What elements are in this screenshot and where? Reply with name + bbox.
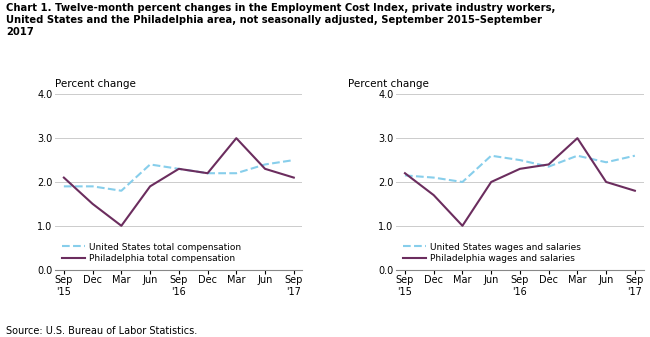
United States wages and salaries [401, 173, 409, 177]
Philadelphia total compensation [88, 202, 96, 206]
Line: Philadelphia wages and salaries: Philadelphia wages and salaries [405, 138, 635, 226]
Philadelphia wages and salaries [573, 136, 581, 140]
Text: Chart 1. Twelve-month percent changes in the Employment Cost Index, private indu: Chart 1. Twelve-month percent changes in… [6, 3, 556, 37]
United States total compensation [175, 167, 183, 171]
Philadelphia total compensation [233, 136, 240, 140]
Philadelphia wages and salaries [458, 224, 466, 228]
Philadelphia wages and salaries [631, 189, 639, 193]
United States total compensation [118, 189, 125, 193]
United States total compensation [146, 162, 154, 166]
Philadelphia total compensation [203, 171, 211, 175]
Line: United States wages and salaries: United States wages and salaries [405, 156, 635, 182]
Philadelphia total compensation [118, 224, 125, 228]
United States wages and salaries [573, 154, 581, 158]
Philadelphia total compensation [146, 184, 154, 188]
United States wages and salaries [516, 158, 524, 162]
Philadelphia wages and salaries [545, 162, 552, 166]
Legend: United States wages and salaries, Philadelphia wages and salaries: United States wages and salaries, Philad… [403, 243, 581, 263]
Philadelphia wages and salaries [516, 167, 524, 171]
United States wages and salaries [488, 154, 495, 158]
United States wages and salaries [631, 154, 639, 158]
Text: Percent change: Percent change [348, 79, 428, 89]
Philadelphia wages and salaries [488, 180, 495, 184]
United States wages and salaries [430, 176, 437, 180]
United States wages and salaries [545, 164, 552, 168]
Text: Percent change: Percent change [55, 79, 136, 89]
Philadelphia wages and salaries [430, 193, 437, 197]
United States total compensation [290, 158, 298, 162]
Line: Philadelphia total compensation: Philadelphia total compensation [64, 138, 294, 226]
Legend: United States total compensation, Philadelphia total compensation: United States total compensation, Philad… [62, 243, 241, 263]
United States total compensation [203, 171, 211, 175]
United States total compensation [261, 162, 269, 166]
Philadelphia total compensation [261, 167, 269, 171]
Philadelphia total compensation [290, 176, 298, 180]
Philadelphia wages and salaries [401, 171, 409, 175]
Text: Source: U.S. Bureau of Labor Statistics.: Source: U.S. Bureau of Labor Statistics. [6, 326, 198, 336]
Philadelphia total compensation [60, 176, 68, 180]
United States total compensation [88, 184, 96, 188]
United States total compensation [60, 184, 68, 188]
Line: United States total compensation: United States total compensation [64, 160, 294, 191]
Philadelphia wages and salaries [603, 180, 610, 184]
United States wages and salaries [458, 180, 466, 184]
Philadelphia total compensation [175, 167, 183, 171]
United States wages and salaries [603, 160, 610, 164]
United States total compensation [233, 171, 240, 175]
